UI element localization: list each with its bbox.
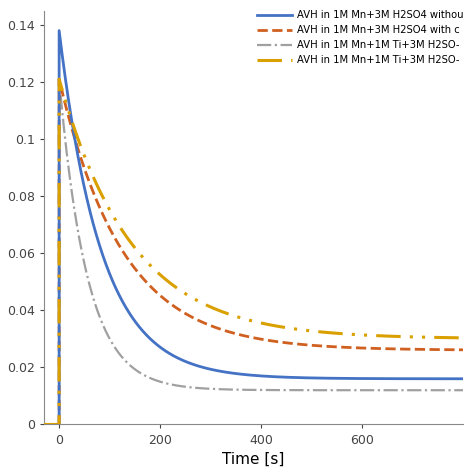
- AVH in 1M Mn+3M H2SO4 with c: [461, 347, 466, 353]
- AVH in 1M Mn+3M H2SO4 withou: [461, 376, 466, 382]
- AVH in 1M Mn+3M H2SO4 with c: [41, 422, 47, 428]
- AVH in 1M Mn+3M H2SO4 with c: [319, 343, 325, 349]
- AVH in 1M Mn+3M H2SO4 with c: [173, 305, 179, 310]
- AVH in 1M Mn+1M Ti+3M H2SO-: [136, 369, 141, 374]
- Legend: AVH in 1M Mn+3M H2SO4 withou, AVH in 1M Mn+3M H2SO4 with c, AVH in 1M Mn+1M Ti+3: AVH in 1M Mn+3M H2SO4 withou, AVH in 1M …: [253, 7, 467, 70]
- AVH in 1M Mn+3M H2SO4 with c: [136, 270, 141, 276]
- Line: AVH in 1M Mn+3M H2SO4 with c: AVH in 1M Mn+3M H2SO4 with c: [44, 79, 464, 425]
- AVH in 1M Mn+3M H2SO4 withou: [421, 376, 427, 382]
- AVH in 1M Mn+1M Ti+3M H2SO-: [56, 76, 62, 82]
- AVH in 1M Mn+3M H2SO4 withou: [319, 375, 325, 381]
- Line: AVH in 1M Mn+1M Ti+3M H2SO-: AVH in 1M Mn+1M Ti+3M H2SO-: [44, 79, 464, 425]
- AVH in 1M Mn+1M Ti+3M H2SO-: [461, 335, 466, 341]
- Line: AVH in 1M Mn+1M Ti+3M H2SO-: AVH in 1M Mn+1M Ti+3M H2SO-: [44, 79, 464, 425]
- Line: AVH in 1M Mn+3M H2SO4 withou: AVH in 1M Mn+3M H2SO4 withou: [44, 31, 464, 425]
- AVH in 1M Mn+3M H2SO4 withou: [56, 28, 62, 34]
- AVH in 1M Mn+1M Ti+3M H2SO-: [313, 328, 319, 334]
- AVH in 1M Mn+3M H2SO4 with c: [449, 347, 455, 353]
- AVH in 1M Mn+3M H2SO4 withou: [313, 375, 319, 381]
- AVH in 1M Mn+1M Ti+3M H2SO-: [56, 76, 62, 82]
- AVH in 1M Mn+3M H2SO4 withou: [173, 355, 179, 360]
- AVH in 1M Mn+1M Ti+3M H2SO-: [449, 335, 455, 340]
- AVH in 1M Mn+3M H2SO4 withou: [449, 376, 455, 382]
- AVH in 1M Mn+1M Ti+3M H2SO-: [319, 387, 325, 393]
- AVH in 1M Mn+1M Ti+3M H2SO-: [421, 334, 427, 340]
- AVH in 1M Mn+3M H2SO4 with c: [421, 346, 427, 352]
- AVH in 1M Mn+3M H2SO4 with c: [56, 76, 62, 82]
- AVH in 1M Mn+1M Ti+3M H2SO-: [41, 422, 47, 428]
- X-axis label: Time [s]: Time [s]: [222, 452, 285, 467]
- AVH in 1M Mn+1M Ti+3M H2SO-: [41, 422, 47, 428]
- AVH in 1M Mn+1M Ti+3M H2SO-: [461, 387, 466, 393]
- AVH in 1M Mn+3M H2SO4 withou: [41, 422, 47, 428]
- AVH in 1M Mn+1M Ti+3M H2SO-: [421, 387, 427, 393]
- AVH in 1M Mn+1M Ti+3M H2SO-: [173, 383, 179, 388]
- AVH in 1M Mn+1M Ti+3M H2SO-: [313, 387, 319, 393]
- AVH in 1M Mn+1M Ti+3M H2SO-: [319, 329, 325, 335]
- AVH in 1M Mn+3M H2SO4 withou: [136, 323, 141, 329]
- AVH in 1M Mn+1M Ti+3M H2SO-: [449, 387, 455, 393]
- AVH in 1M Mn+1M Ti+3M H2SO-: [136, 249, 141, 255]
- AVH in 1M Mn+3M H2SO4 with c: [313, 343, 319, 348]
- AVH in 1M Mn+1M Ti+3M H2SO-: [173, 285, 179, 291]
